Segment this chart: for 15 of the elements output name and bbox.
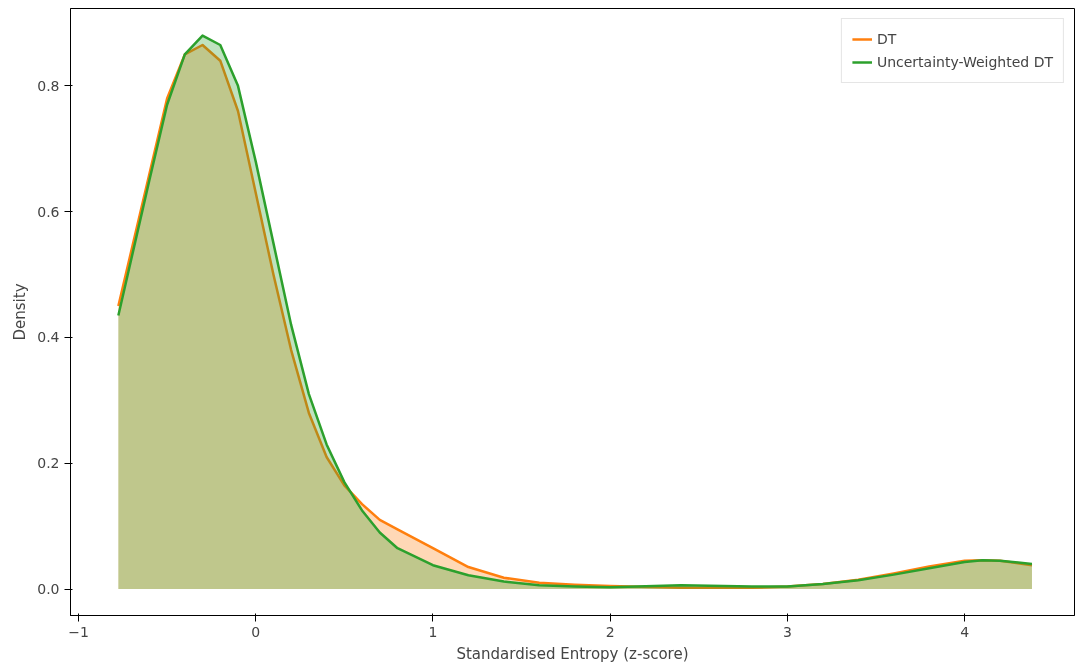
y-tick-label: 0.6 <box>37 203 60 220</box>
x-tick-label: 4 <box>960 623 970 640</box>
legend-label: DT <box>876 31 897 47</box>
y-tick-label: 0.2 <box>37 455 60 472</box>
x-tick-label: 0 <box>251 623 261 640</box>
y-tick-label: 0.4 <box>37 329 60 346</box>
x-tick-label: 2 <box>605 623 615 640</box>
y-tick-label: 0.0 <box>37 581 60 598</box>
x-axis-title: Standardised Entropy (z-score) <box>456 644 689 663</box>
x-tick-label: −1 <box>68 623 89 640</box>
y-tick-label: 0.8 <box>37 77 60 94</box>
y-axis-title: Density <box>11 283 30 341</box>
legend-label: Uncertainty-Weighted DT <box>876 54 1053 70</box>
x-tick-label: 1 <box>428 623 438 640</box>
x-tick-label: 3 <box>782 623 792 640</box>
